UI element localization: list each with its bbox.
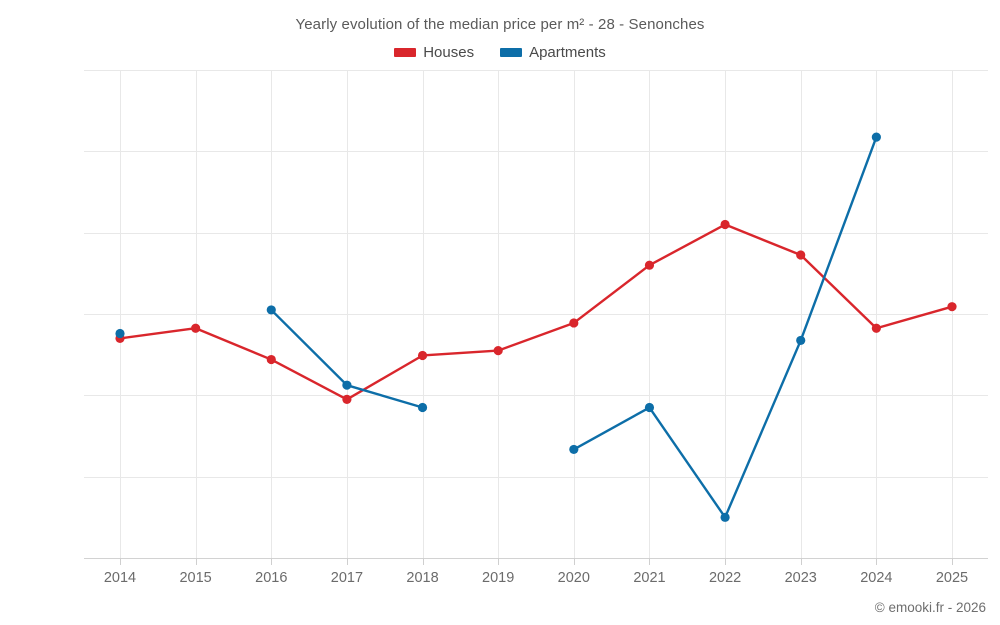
x-axis-tick-label: 2021 (633, 570, 666, 586)
data-point[interactable] (871, 132, 881, 142)
x-axis-tick-label: 2022 (708, 570, 742, 586)
gridline-vertical (120, 70, 121, 558)
chart-legend: Houses Apartments (0, 44, 1000, 61)
plot-area: 1 800 €1 600 €1 400 €1 200 €1 000 €800 €… (84, 70, 988, 586)
data-point[interactable] (720, 219, 730, 230)
x-axis-tick-mark (952, 558, 953, 565)
gridline-horizontal (84, 476, 988, 478)
data-point[interactable] (569, 318, 579, 328)
series-apartments (115, 132, 881, 522)
x-axis-tick-mark (422, 558, 424, 565)
data-point[interactable] (191, 323, 201, 333)
gridline-vertical (195, 70, 197, 558)
x-axis-tick-mark (195, 558, 197, 565)
x-axis-tick-label: 2024 (860, 570, 893, 586)
gridline-vertical (346, 70, 348, 558)
chart-title: Yearly evolution of the median price per… (295, 16, 705, 33)
x-axis-tick-mark (800, 558, 802, 565)
legend-swatch-apartments (500, 48, 523, 57)
x-axis-tick-label: 2023 (784, 570, 817, 586)
gridline-vertical (800, 70, 802, 558)
x-axis-tick-mark (498, 558, 500, 565)
x-axis-tick-label: 2025 (935, 570, 969, 586)
data-point[interactable] (569, 444, 579, 455)
data-point[interactable] (417, 402, 428, 413)
data-point[interactable] (342, 380, 352, 390)
series-line (270, 308, 424, 409)
series-line (572, 135, 878, 519)
gridline-horizontal (84, 232, 988, 234)
data-point[interactable] (720, 512, 730, 522)
x-axis-tick-label: 2017 (330, 570, 364, 586)
legend-label-houses: Houses (423, 44, 475, 61)
x-axis-tick-mark (876, 558, 878, 565)
x-axis-tick-label: 2015 (179, 570, 212, 586)
gridline-vertical (952, 70, 953, 558)
x-axis-tick-mark (271, 558, 273, 565)
legend-swatch-houses (394, 48, 417, 57)
x-axis-tick-mark (573, 558, 575, 565)
x-axis-tick-mark (120, 558, 121, 565)
gridline-vertical (498, 70, 500, 558)
legend-label-apartments: Apartments (529, 44, 606, 61)
gridline-horizontal (84, 70, 988, 71)
gridline-horizontal (84, 314, 988, 315)
data-point[interactable] (796, 335, 806, 346)
data-point[interactable] (796, 250, 806, 260)
x-axis-tick-label: 2016 (255, 570, 288, 586)
data-point[interactable] (417, 350, 428, 361)
series-houses (115, 219, 957, 404)
footer-credit: © emooki.fr - 2026 (874, 600, 986, 615)
gridline-vertical (573, 70, 575, 558)
data-point[interactable] (266, 354, 276, 365)
x-axis-tick-mark (346, 558, 348, 565)
x-axis-tick-label: 2014 (103, 570, 137, 586)
data-point[interactable] (266, 305, 276, 315)
x-axis-tick-label: 2018 (406, 570, 439, 586)
gridline-vertical (649, 70, 651, 558)
data-point[interactable] (115, 328, 125, 339)
data-point[interactable] (644, 260, 655, 270)
gridline-vertical (876, 70, 878, 558)
x-axis-line (84, 558, 988, 559)
gridline-horizontal (84, 395, 988, 397)
x-axis-tick-label: 2019 (482, 570, 515, 586)
data-point[interactable] (947, 302, 957, 312)
series-line (118, 223, 954, 401)
legend-item-houses[interactable]: Houses (394, 44, 474, 61)
series-layer (115, 132, 957, 522)
x-axis-tick-mark (725, 558, 727, 565)
data-point[interactable] (871, 323, 881, 333)
x-axis-tick-label: 2020 (557, 570, 590, 586)
gridline-vertical (422, 70, 424, 558)
x-axis-tick-mark (649, 558, 651, 565)
legend-item-apartments[interactable]: Apartments (500, 44, 606, 61)
data-point[interactable] (644, 402, 655, 413)
gridline-horizontal (84, 151, 988, 153)
data-point[interactable] (493, 346, 503, 356)
data-point[interactable] (342, 394, 352, 404)
gridline-vertical (725, 70, 727, 558)
